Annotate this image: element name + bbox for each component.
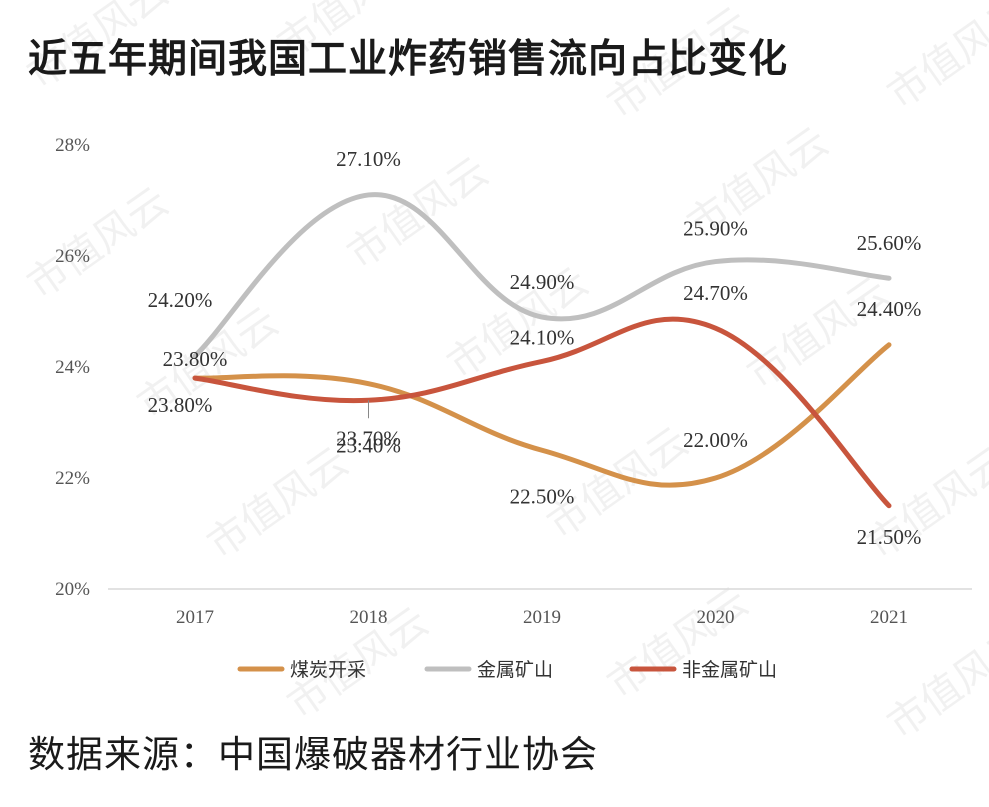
x-tick-label: 2017 [176,607,214,628]
x-axis-ticks: 2017 2018 2019 2020 2021 [176,607,908,628]
data-label: 22.00% [683,428,748,452]
data-label: 23.80% [148,393,213,417]
data-labels: 23.80% 23.70% 22.50% 22.00% 24.40% 24.20% 27.1… [148,147,922,549]
data-label: 22.50% [510,484,575,508]
x-tick-label: 2018 [350,607,388,628]
watermark-text: 市值风云 [879,619,989,748]
legend: 煤炭开采 金属矿山 非金属矿山 [237,659,777,681]
data-label: 24.20% [148,288,213,312]
legend-label: 非金属矿山 [682,659,777,681]
legend-label: 煤炭开采 [290,659,366,681]
y-axis-ticks: 20% 22% 24% 26% 28% [55,135,90,600]
watermark-text: 市值风云 [19,0,176,98]
data-label: 21.50% [857,525,922,549]
y-tick-label: 28% [55,135,90,156]
series-line-metal-mine [192,192,892,359]
watermark-text: 市值风云 [599,579,756,708]
watermark-text: 市值风云 [599,0,756,128]
series-line-nonmetal-mine [192,316,892,509]
series-lines [192,192,892,509]
data-label: 23.80% [163,347,228,371]
legend-label: 金属矿山 [477,659,553,681]
data-label: 24.40% [857,297,922,321]
data-label: 24.10% [510,325,575,349]
watermark-text: 市值风云 [269,0,426,68]
series-line-coal-mining [192,342,892,488]
x-tick-label: 2020 [697,607,735,628]
y-tick-label: 20% [55,579,90,600]
watermark-text: 市值风云 [859,439,989,568]
x-tick-label: 2019 [523,607,561,628]
chart-title: 近五年期间我国工业炸药销售流向占比变化 [28,37,789,82]
watermark-text: 市值风云 [879,0,989,118]
source-note: 数据来源：中国爆破器材行业协会 [28,733,598,776]
data-label: 27.10% [336,147,401,171]
y-tick-label: 22% [55,468,90,489]
data-label: 23.40% [336,433,401,457]
data-label: 23.70% [336,427,401,451]
data-label: 25.60% [857,231,922,255]
y-tick-label: 26% [55,246,90,267]
y-tick-label: 24% [55,357,90,378]
data-label: 24.70% [683,281,748,305]
data-label: 24.90% [510,270,575,294]
x-tick-label: 2021 [870,607,908,628]
watermark-text: 市值风云 [199,439,356,568]
data-label: 25.90% [683,217,748,241]
watermark-text: 市值风云 [739,269,896,398]
